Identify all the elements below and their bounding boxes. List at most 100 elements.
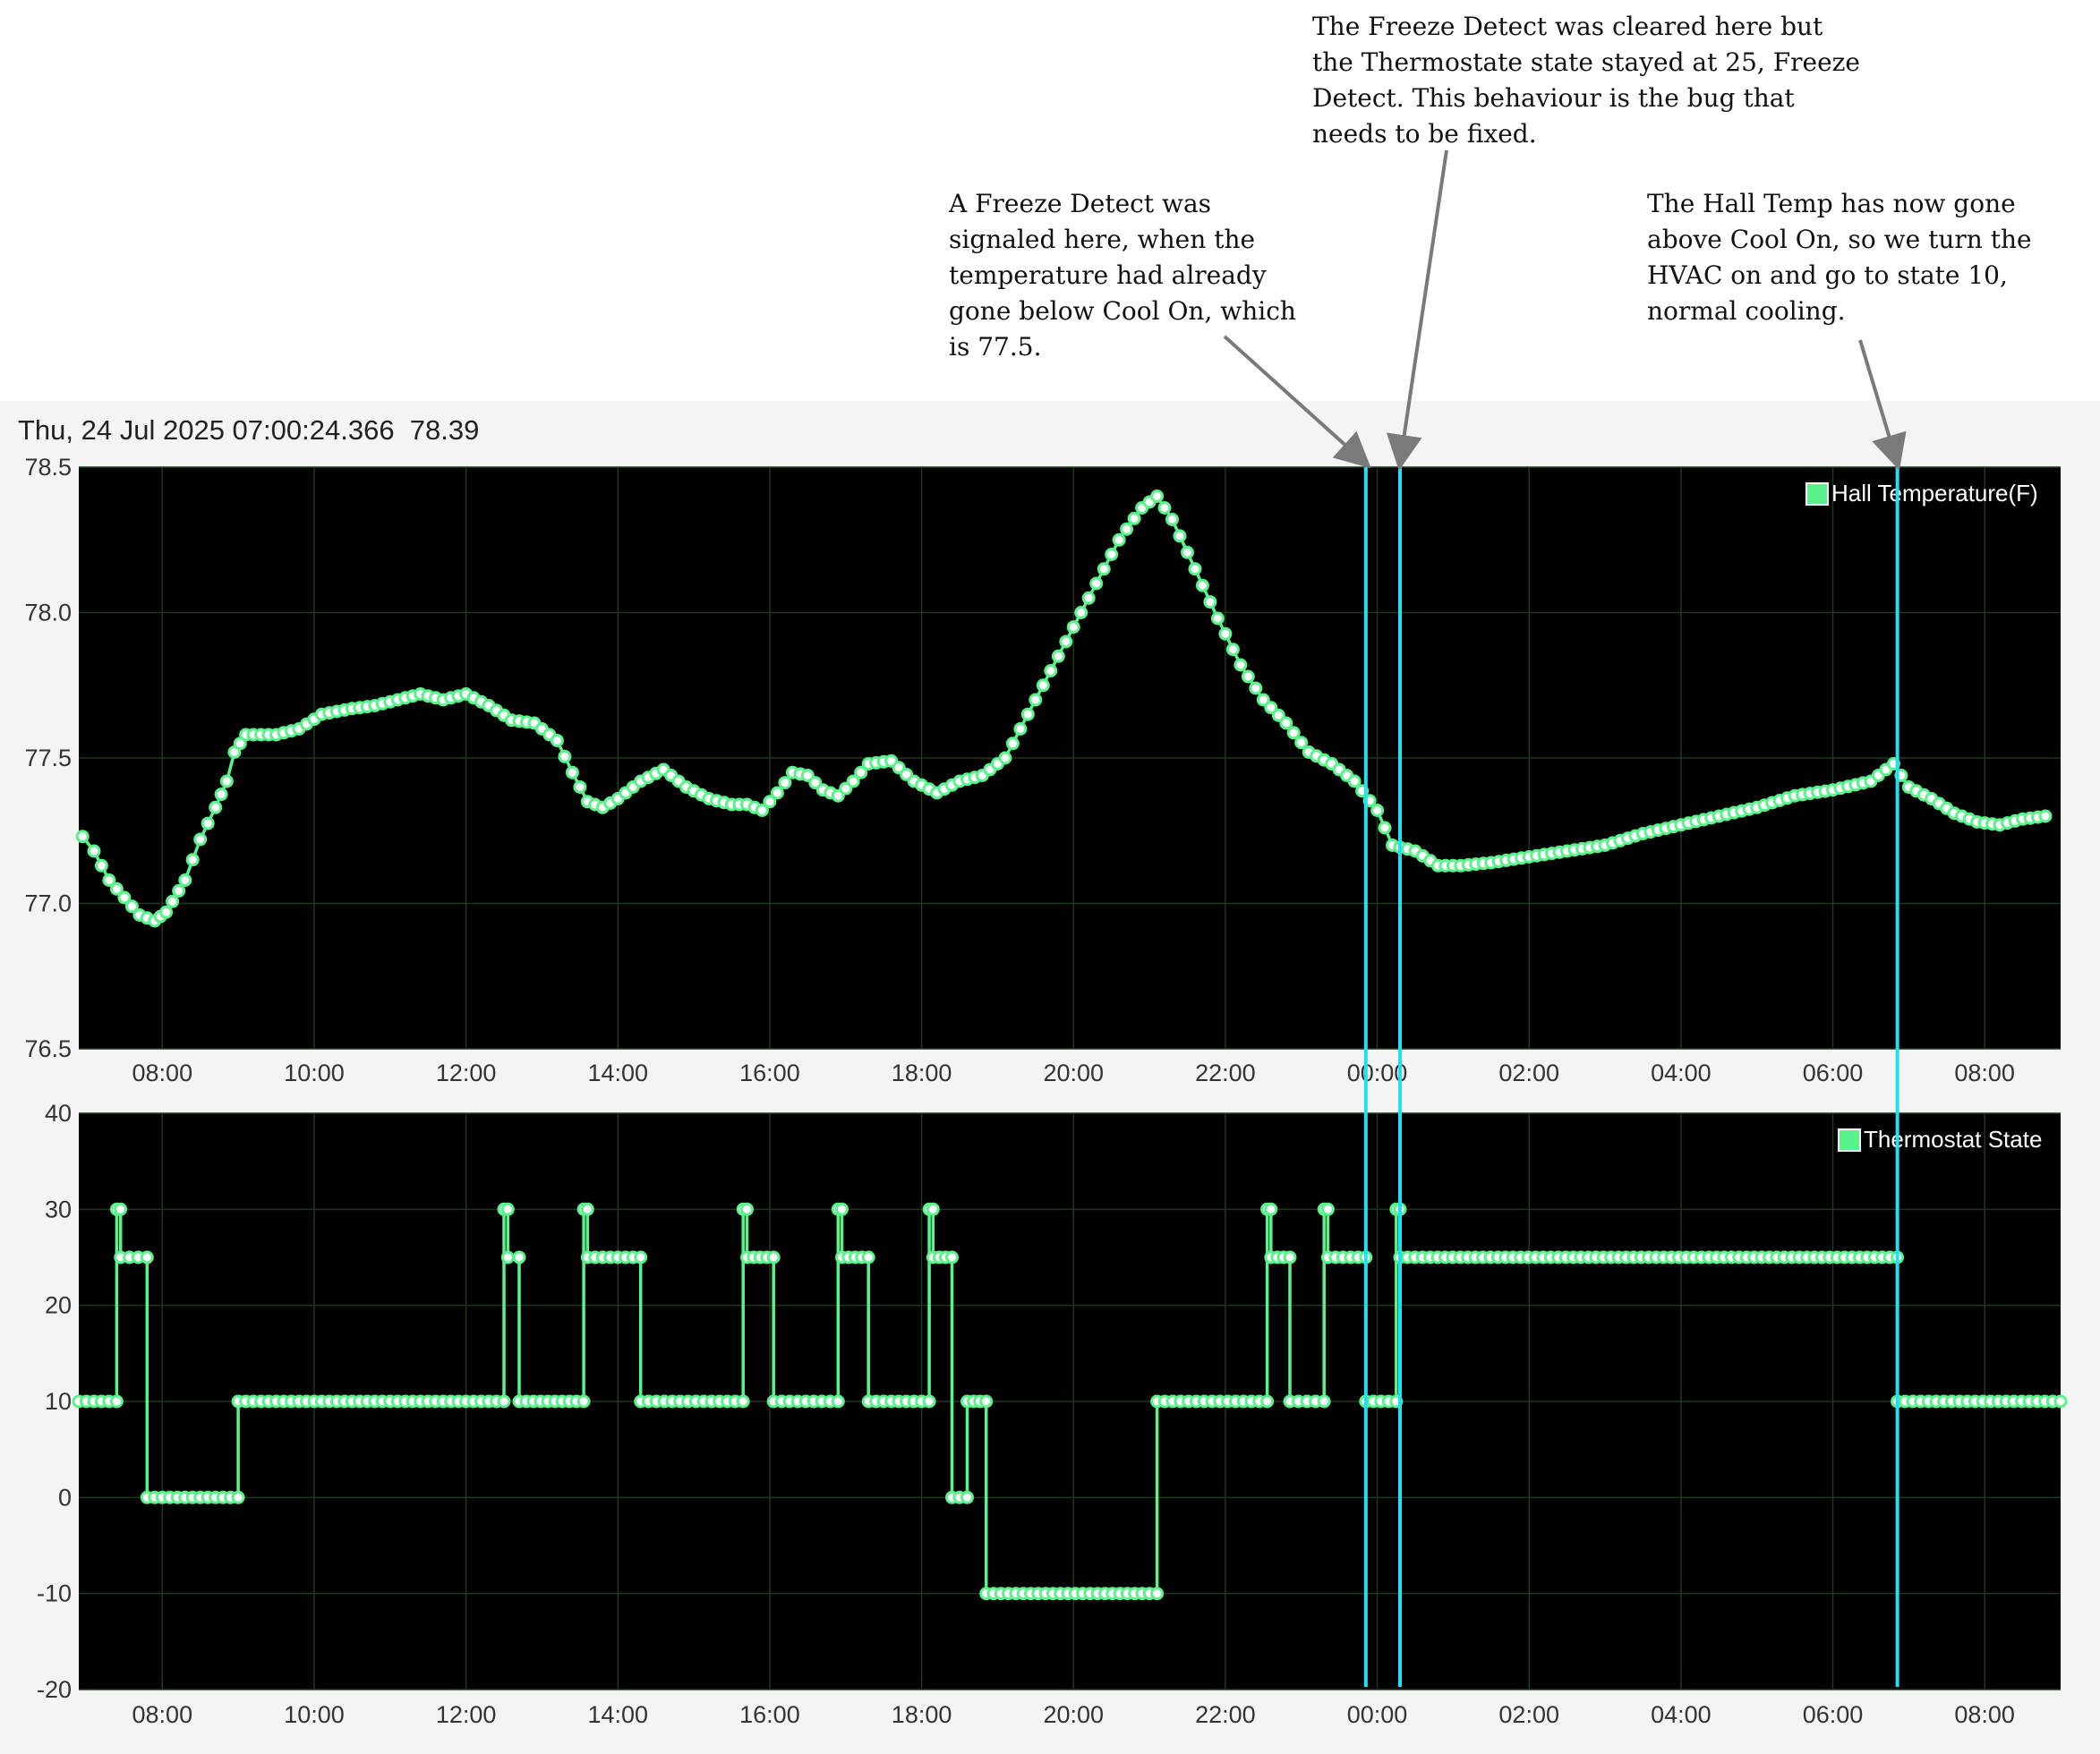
data-point: [185, 853, 200, 867]
data-point: [1203, 595, 1217, 609]
data-point: [1120, 522, 1134, 536]
data-point: [1005, 737, 1020, 751]
data-point: [1294, 736, 1309, 750]
legend-label: Thermostat State: [1864, 1126, 2042, 1153]
data-point: [922, 1394, 936, 1409]
data-point: [770, 786, 784, 800]
data-point: [201, 816, 215, 830]
readout-timestamp: Thu, 24 Jul 2025 07:00:24.366: [18, 414, 395, 446]
data-point: [109, 1394, 124, 1409]
data-point: [2038, 809, 2053, 823]
y-tick-label: 10: [45, 1388, 72, 1415]
annotation-arrow: [1223, 335, 1371, 469]
annotation-cool-on: The Hall Temp has now gone above Cool On…: [1647, 189, 2032, 326]
data-point: [558, 749, 572, 763]
data-point: [573, 780, 587, 794]
data-point: [736, 1394, 750, 1409]
y-tick-label: 76.5: [24, 1035, 72, 1062]
data-point: [166, 894, 180, 908]
data-point: [1249, 681, 1263, 695]
data-point: [1150, 490, 1165, 503]
x-tick-label: 16:00: [739, 1701, 800, 1728]
data-point: [831, 788, 845, 803]
data-point: [565, 765, 579, 779]
x-tick-label: 18:00: [892, 1701, 952, 1728]
data-point: [1097, 562, 1111, 576]
data-point: [87, 844, 101, 858]
data-point: [214, 788, 228, 802]
data-point: [835, 1202, 849, 1216]
x-tick-label: 02:00: [1498, 1701, 1559, 1728]
data-point: [1370, 804, 1385, 817]
data-point: [1165, 513, 1179, 526]
data-point: [1020, 707, 1035, 721]
data-point: [1210, 611, 1225, 626]
x-tick-label: 06:00: [1803, 1701, 1864, 1728]
data-point: [159, 905, 174, 919]
data-point: [1173, 529, 1187, 543]
data-point: [1378, 821, 1392, 835]
data-point: [1218, 626, 1233, 641]
data-point: [1074, 606, 1088, 619]
hall-temperature-chart: 78.5 78.0 77.5 77.0 76.5 08:00 10:00 12:00 14:00…: [24, 454, 2061, 1086]
x-tick-label: 04:00: [1651, 1701, 1712, 1728]
data-point: [740, 1202, 754, 1216]
legend-label: Hall Temperature(F): [1831, 480, 2038, 507]
x-tick-label: 08:00: [1954, 1701, 2015, 1728]
data-point: [102, 873, 116, 887]
data-point: [1059, 634, 1073, 649]
x-tick-label: 08:00: [132, 1060, 193, 1086]
data-point: [778, 776, 792, 790]
data-point: [500, 1250, 515, 1264]
data-point: [1286, 726, 1301, 740]
x-tick-label: 00:00: [1347, 1701, 1408, 1728]
thermostat-state-chart: 40 30 20 10 0 -10 -20 08:00 10:00 12:00 14:00 16:00…: [37, 1100, 2068, 1728]
x-tick-label: 20:00: [1043, 1060, 1104, 1086]
data-point: [1283, 1250, 1297, 1264]
data-point: [1317, 1394, 1331, 1409]
data-point: [550, 734, 564, 747]
x-tick-label: 16:00: [739, 1060, 800, 1086]
x-tick-label: 00:00: [1347, 1060, 1408, 1086]
data-point: [117, 890, 132, 905]
y-tick-label: -20: [37, 1676, 72, 1703]
data-point: [1188, 562, 1202, 576]
y-tick-label: 78.0: [24, 600, 72, 626]
data-point: [846, 774, 860, 788]
annotation-arrow: [1858, 339, 1907, 471]
data-point: [219, 774, 234, 788]
data-point: [1089, 576, 1104, 591]
data-point: [763, 795, 777, 809]
data-point: [1260, 1394, 1275, 1409]
data-point: [634, 1250, 648, 1264]
data-point: [124, 899, 139, 914]
data-point: [1081, 591, 1096, 605]
data-point: [512, 1250, 526, 1264]
data-point: [800, 769, 815, 782]
data-point: [831, 1394, 845, 1409]
x-tick-label: 22:00: [1195, 1060, 1256, 1086]
data-point: [140, 1250, 154, 1264]
data-point: [1347, 774, 1362, 788]
legend-swatch: [1805, 482, 1829, 506]
readout-value: 78.39: [409, 414, 480, 446]
data-point: [1264, 1202, 1278, 1216]
data-point: [75, 830, 90, 844]
y-tick-label: 30: [45, 1196, 72, 1222]
legend-swatch: [1838, 1128, 1861, 1152]
x-tick-label: 02:00: [1498, 1060, 1559, 1086]
data-point: [1105, 548, 1119, 561]
data-point: [960, 1490, 974, 1504]
data-point: [1112, 532, 1126, 547]
x-tick-label: 14:00: [587, 1701, 648, 1728]
data-point: [1264, 701, 1278, 715]
data-point: [2053, 1394, 2068, 1409]
data-point: [109, 881, 124, 896]
data-point: [808, 776, 823, 790]
x-tick-label: 04:00: [1651, 1060, 1712, 1086]
data-point: [1013, 722, 1028, 736]
data-point: [1271, 708, 1285, 722]
x-tick-label: 12:00: [436, 1701, 497, 1728]
x-tick-label: 08:00: [1954, 1060, 2015, 1086]
